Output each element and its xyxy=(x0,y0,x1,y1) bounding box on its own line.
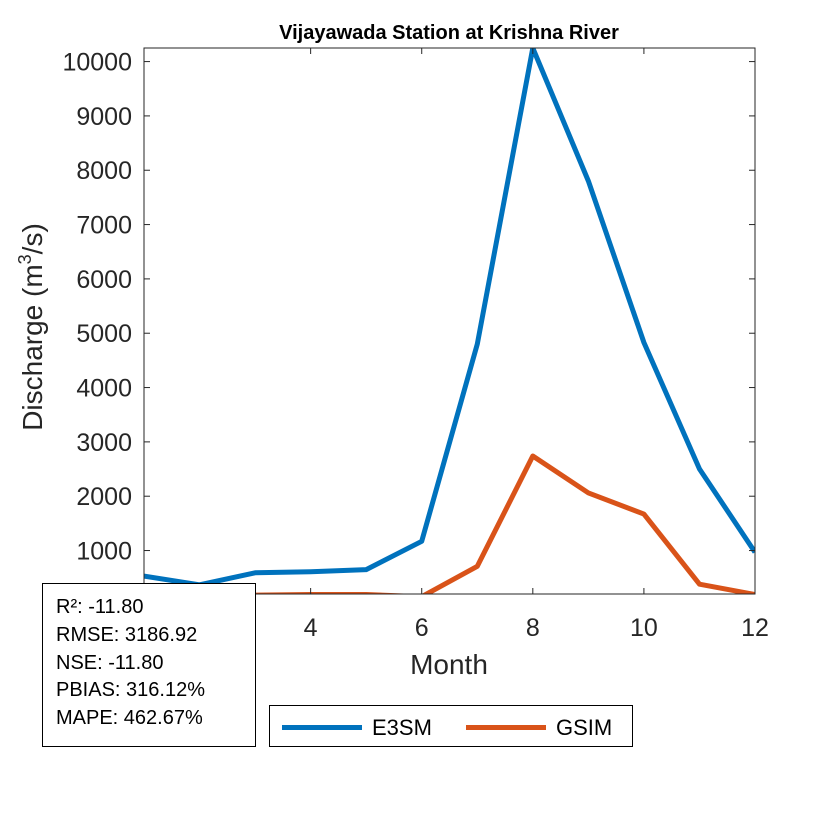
plot-background xyxy=(144,48,755,594)
stat-mape: MAPE: 462.67% xyxy=(56,707,203,730)
y-tick-label: 2000 xyxy=(76,483,132,511)
y-axis-label-superscript: 3 xyxy=(15,254,35,264)
y-tick-label: 7000 xyxy=(76,212,132,240)
y-tick-label: 5000 xyxy=(76,320,132,348)
legend-swatch-gsim xyxy=(466,725,546,730)
stat-nse: NSE: -11.80 xyxy=(56,651,164,674)
x-tick-label: 12 xyxy=(741,614,769,642)
x-tick-label: 10 xyxy=(630,614,658,642)
x-tick-label: 8 xyxy=(526,614,540,642)
series-line-gsim xyxy=(230,453,755,594)
y-tick-label: 10000 xyxy=(62,49,132,77)
legend-label-gsim: GSIM xyxy=(556,715,613,740)
legend-label-e3sm: E3SM xyxy=(372,715,432,740)
stat-pbias: PBIAS: 316.12% xyxy=(56,679,205,702)
stat-rmse: RMSE: 3186.92 xyxy=(56,623,198,646)
x-tick-label: 6 xyxy=(415,614,429,642)
plot-area: 1000 2000 3000 4000 5000 6000 7000 8000 9000 1000… xyxy=(62,47,769,642)
stat-r2: R²: -11.80 xyxy=(56,596,144,618)
series-line-e3sm xyxy=(144,48,755,588)
y-tick-label: 3000 xyxy=(76,429,132,457)
chart-title: Vijayawada Station at Krishna River xyxy=(279,22,619,44)
plot-frame xyxy=(143,47,756,595)
y-tick-label: 6000 xyxy=(76,266,132,294)
y-tick-label: 8000 xyxy=(76,157,132,185)
legend-swatch-e3sm xyxy=(282,725,362,730)
x-tick-label: 4 xyxy=(304,614,318,642)
y-axis-label: Discharge (m3/s) xyxy=(15,223,48,431)
y-tick-label: 1000 xyxy=(76,538,132,566)
y-tick-label: 4000 xyxy=(76,375,132,403)
legend: E3SM GSIM xyxy=(269,705,633,747)
statistics-box: R²: -11.80 RMSE: 3186.92 NSE: -11.80 PBI… xyxy=(42,583,256,747)
y-tick-label: 9000 xyxy=(76,103,132,131)
x-axis-label: Month xyxy=(410,649,488,680)
